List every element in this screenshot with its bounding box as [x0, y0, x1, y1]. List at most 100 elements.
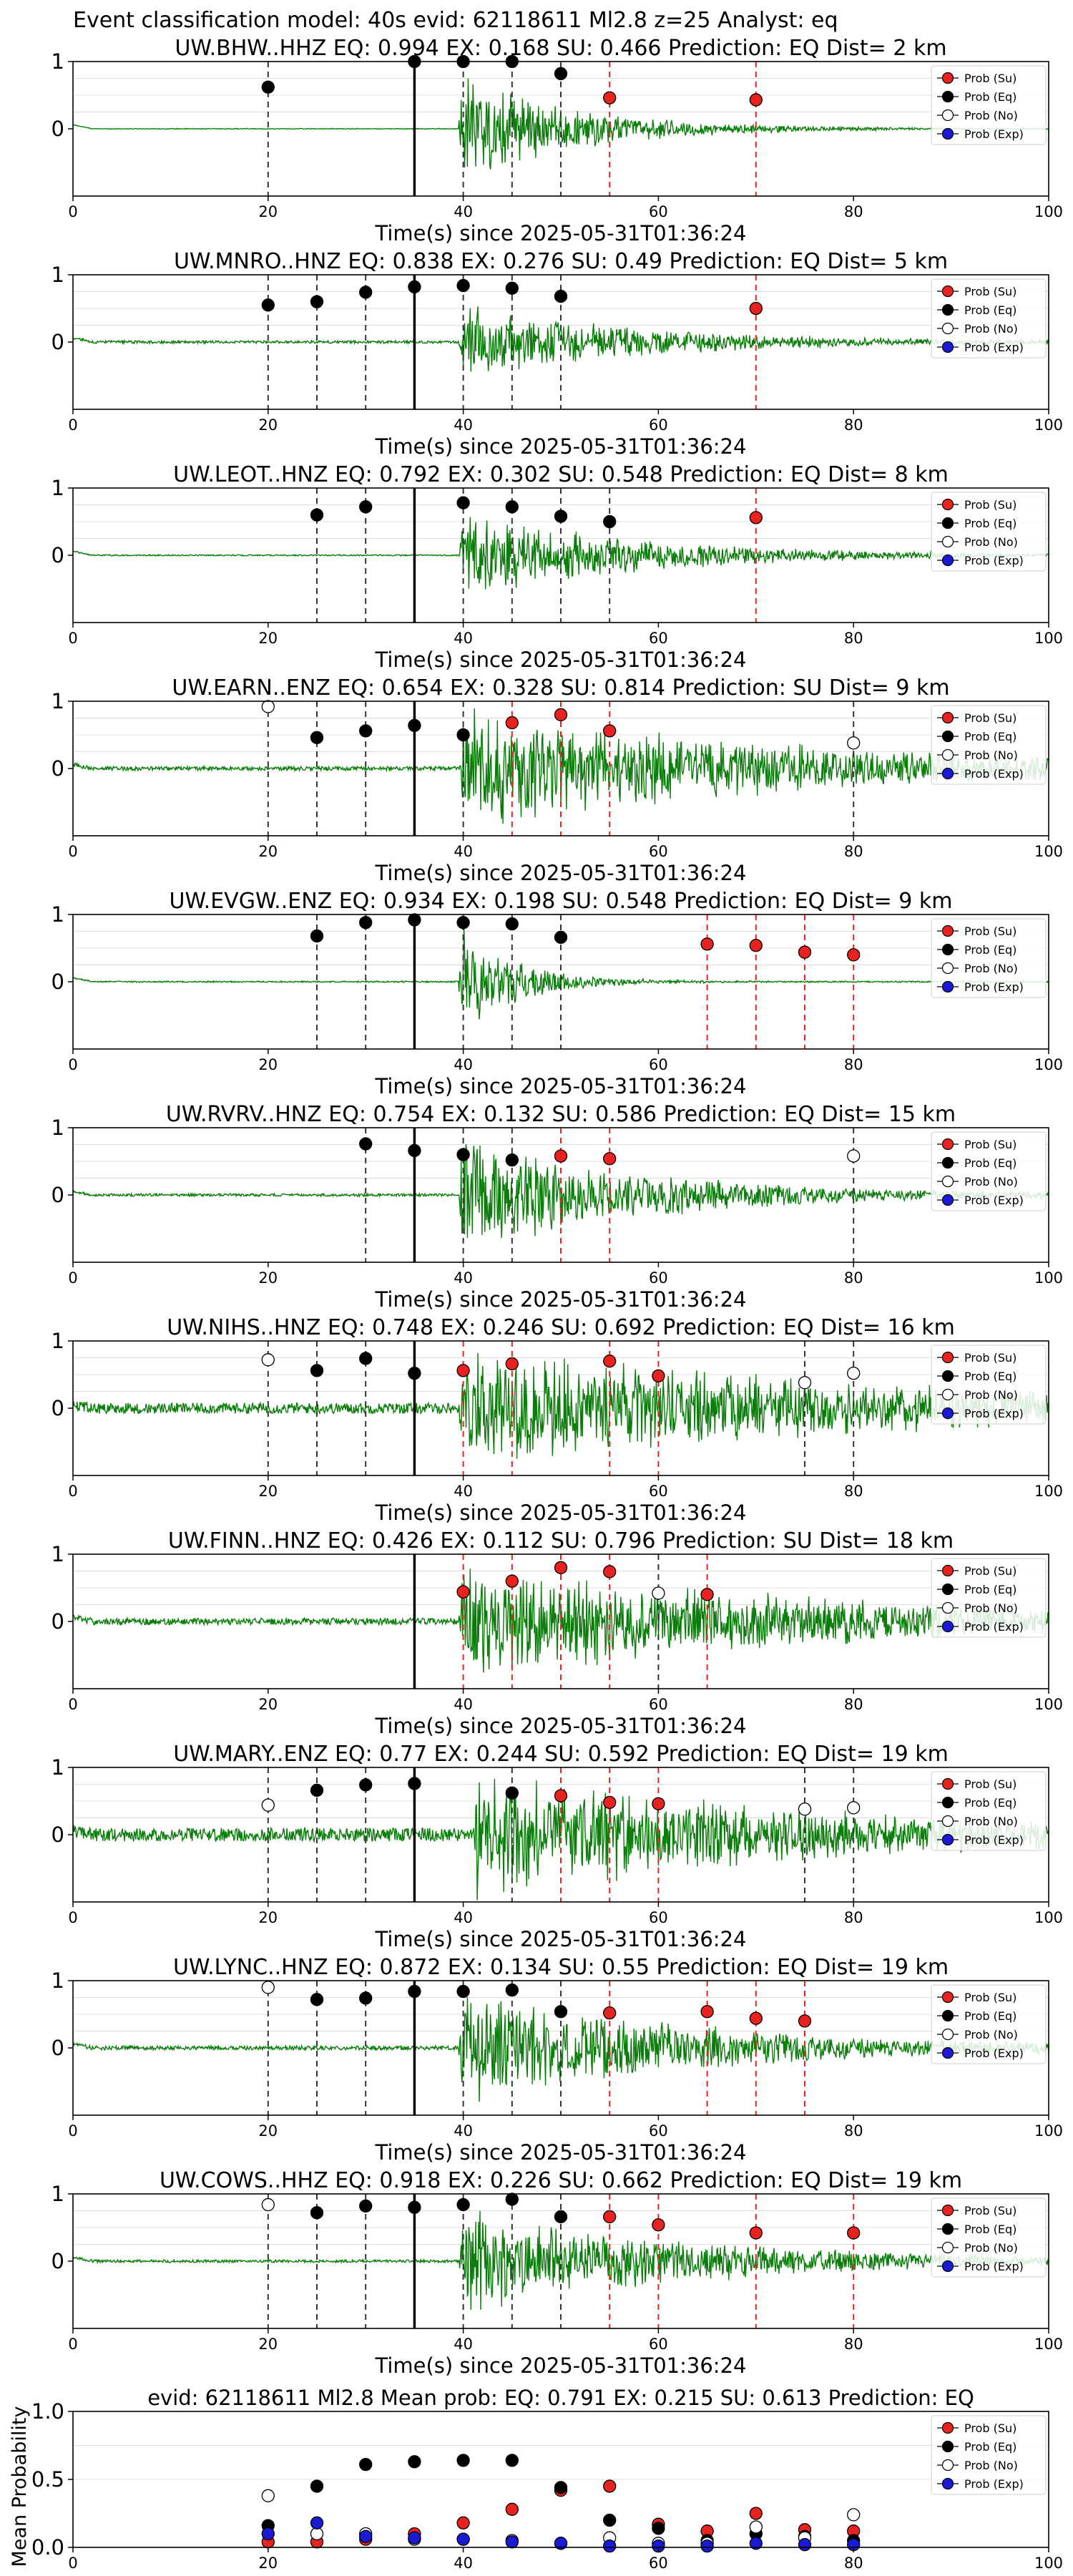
- marker-prob-eq: [456, 278, 470, 293]
- marker-prob-eq: [408, 2200, 421, 2214]
- marker-prob-su: [603, 91, 617, 104]
- legend: Prob (Su) Prob (Eq) Prob (No) Prob (Exp): [931, 1558, 1047, 1638]
- legend-box: [931, 1771, 1047, 1851]
- marker-prob-eq: [505, 281, 519, 295]
- marker-prob-eq: [456, 2197, 470, 2212]
- x-tick-label: 20: [258, 1696, 278, 1713]
- x-tick-label: 60: [649, 1909, 668, 1926]
- legend-label: Prob (Exp): [964, 1620, 1024, 1634]
- marker-prob-eq: [554, 289, 568, 303]
- y-tick-label: 0: [52, 1183, 64, 1207]
- y-tick-label: 0: [52, 1396, 64, 1420]
- x-tick-label: 20: [258, 416, 278, 434]
- legend-marker-exp: [941, 341, 954, 353]
- x-tick-label: 20: [258, 843, 278, 860]
- subplot-title: UW.COWS..HHZ EQ: 0.918 EX: 0.226 SU: 0.6…: [160, 2168, 962, 2193]
- marker-prob-su: [749, 2507, 763, 2520]
- legend-label: Prob (Exp): [964, 2477, 1024, 2491]
- legend-label: Prob (Eq): [964, 2440, 1016, 2454]
- marker-prob-eq: [505, 500, 519, 514]
- marker-prob-eq: [359, 2457, 373, 2472]
- legend-marker-su: [941, 1138, 954, 1151]
- y-tick-label: 0: [52, 970, 64, 994]
- marker-prob-no: [261, 700, 275, 713]
- legend-marker-eq: [941, 2009, 954, 2022]
- x-tick-label: 40: [454, 2555, 473, 2572]
- marker-prob-eq: [359, 1991, 373, 2005]
- marker-prob-eq: [505, 2192, 519, 2206]
- legend-label: Prob (Su): [964, 924, 1016, 938]
- legend-box: [931, 1131, 1047, 1211]
- legend-marker-su: [941, 1777, 954, 1790]
- x-tick-label: 40: [454, 1909, 473, 1926]
- legend-marker-exp: [941, 1620, 954, 1633]
- subplot-title: UW.LYNC..HNZ EQ: 0.872 EX: 0.134 SU: 0.5…: [173, 1955, 949, 1980]
- x-tick-label: 60: [649, 630, 668, 647]
- x-tick-label: 100: [1034, 1696, 1063, 1713]
- seismogram-trace: [72, 78, 1049, 170]
- legend-marker-exp: [941, 554, 954, 567]
- x-tick-label: 60: [649, 2555, 668, 2572]
- x-tick-label: 100: [1034, 2555, 1063, 2572]
- marker-prob-eq: [310, 731, 324, 744]
- x-tick-label: 20: [258, 630, 278, 647]
- legend-marker-exp: [941, 1833, 954, 1846]
- x-tick-label: 60: [649, 1696, 668, 1713]
- legend: Prob (Su) Prob (Eq) Prob (No) Prob (Exp): [931, 492, 1047, 572]
- subplot-title: UW.RVRV..HNZ EQ: 0.754 EX: 0.132 SU: 0.5…: [166, 1102, 956, 1127]
- legend-label: Prob (Eq): [964, 1583, 1016, 1596]
- y-tick-label: 1.0: [31, 2399, 64, 2424]
- legend-marker-exp: [941, 1407, 954, 1420]
- marker-prob-exp: [603, 2539, 617, 2553]
- marker-prob-eq: [603, 514, 617, 529]
- marker-prob-eq: [554, 509, 568, 523]
- marker-prob-eq: [359, 2199, 373, 2213]
- legend: Prob (Su) Prob (Eq) Prob (No) Prob (Exp): [931, 705, 1047, 785]
- x-tick-label: 100: [1034, 843, 1063, 860]
- subplot-5: UW.RVRV..HNZ EQ: 0.754 EX: 0.132 SU: 0.5…: [52, 1102, 1064, 1312]
- marker-prob-no: [847, 736, 861, 750]
- y-tick-label: 0: [52, 1609, 64, 1634]
- x-tick-label: 100: [1034, 1909, 1063, 1926]
- x-tick-label: 40: [454, 1269, 473, 1287]
- marker-prob-eq: [408, 718, 421, 732]
- marker-prob-no: [798, 1376, 812, 1390]
- legend-label: Prob (Su): [964, 1564, 1016, 1578]
- marker-prob-exp: [700, 2539, 714, 2553]
- legend-marker-exp: [941, 1194, 954, 1206]
- legend-marker-eq: [941, 1370, 954, 1382]
- marker-prob-eq: [408, 280, 421, 294]
- seismogram-trace: [72, 1996, 1049, 2102]
- y-tick-label: 1: [52, 1542, 64, 1566]
- legend-label: Prob (Su): [964, 72, 1016, 85]
- x-axis-label: Time(s) since 2025-05-31T01:36:24: [375, 1927, 747, 1951]
- x-tick-label: 0: [68, 2555, 77, 2572]
- legend-marker-no: [941, 962, 954, 975]
- marker-prob-su: [847, 2226, 861, 2240]
- legend-marker-su: [941, 2421, 954, 2434]
- x-tick-label: 20: [258, 2122, 278, 2140]
- legend-box: [931, 2197, 1047, 2278]
- marker-prob-eq: [505, 2454, 519, 2467]
- x-tick-label: 0: [68, 2336, 77, 2353]
- marker-prob-exp: [310, 2516, 324, 2529]
- subplot-title: UW.FINN..HNZ EQ: 0.426 EX: 0.112 SU: 0.7…: [168, 1528, 954, 1553]
- legend-label: Prob (No): [964, 1815, 1018, 1828]
- legend-marker-no: [941, 322, 954, 335]
- legend-label: Prob (Su): [964, 2421, 1016, 2435]
- marker-prob-eq: [505, 1153, 519, 1167]
- marker-prob-eq: [310, 1993, 324, 2006]
- marker-prob-su: [749, 301, 763, 316]
- legend-label: Prob (Eq): [964, 517, 1016, 530]
- y-tick-label: 1: [52, 902, 64, 927]
- x-axis-label: Time(s) since 2025-05-31T01:36:24: [375, 2353, 747, 2378]
- marker-prob-eq: [408, 1366, 421, 1380]
- seismogram-trace: [72, 1778, 1049, 1901]
- legend-marker-eq: [941, 1583, 954, 1596]
- marker-prob-no: [749, 2520, 763, 2534]
- legend-label: Prob (No): [964, 1175, 1018, 1189]
- x-tick-label: 40: [454, 1056, 473, 1073]
- marker-prob-eq: [408, 1143, 421, 1158]
- x-tick-label: 80: [844, 1909, 863, 1926]
- marker-prob-su: [700, 937, 714, 951]
